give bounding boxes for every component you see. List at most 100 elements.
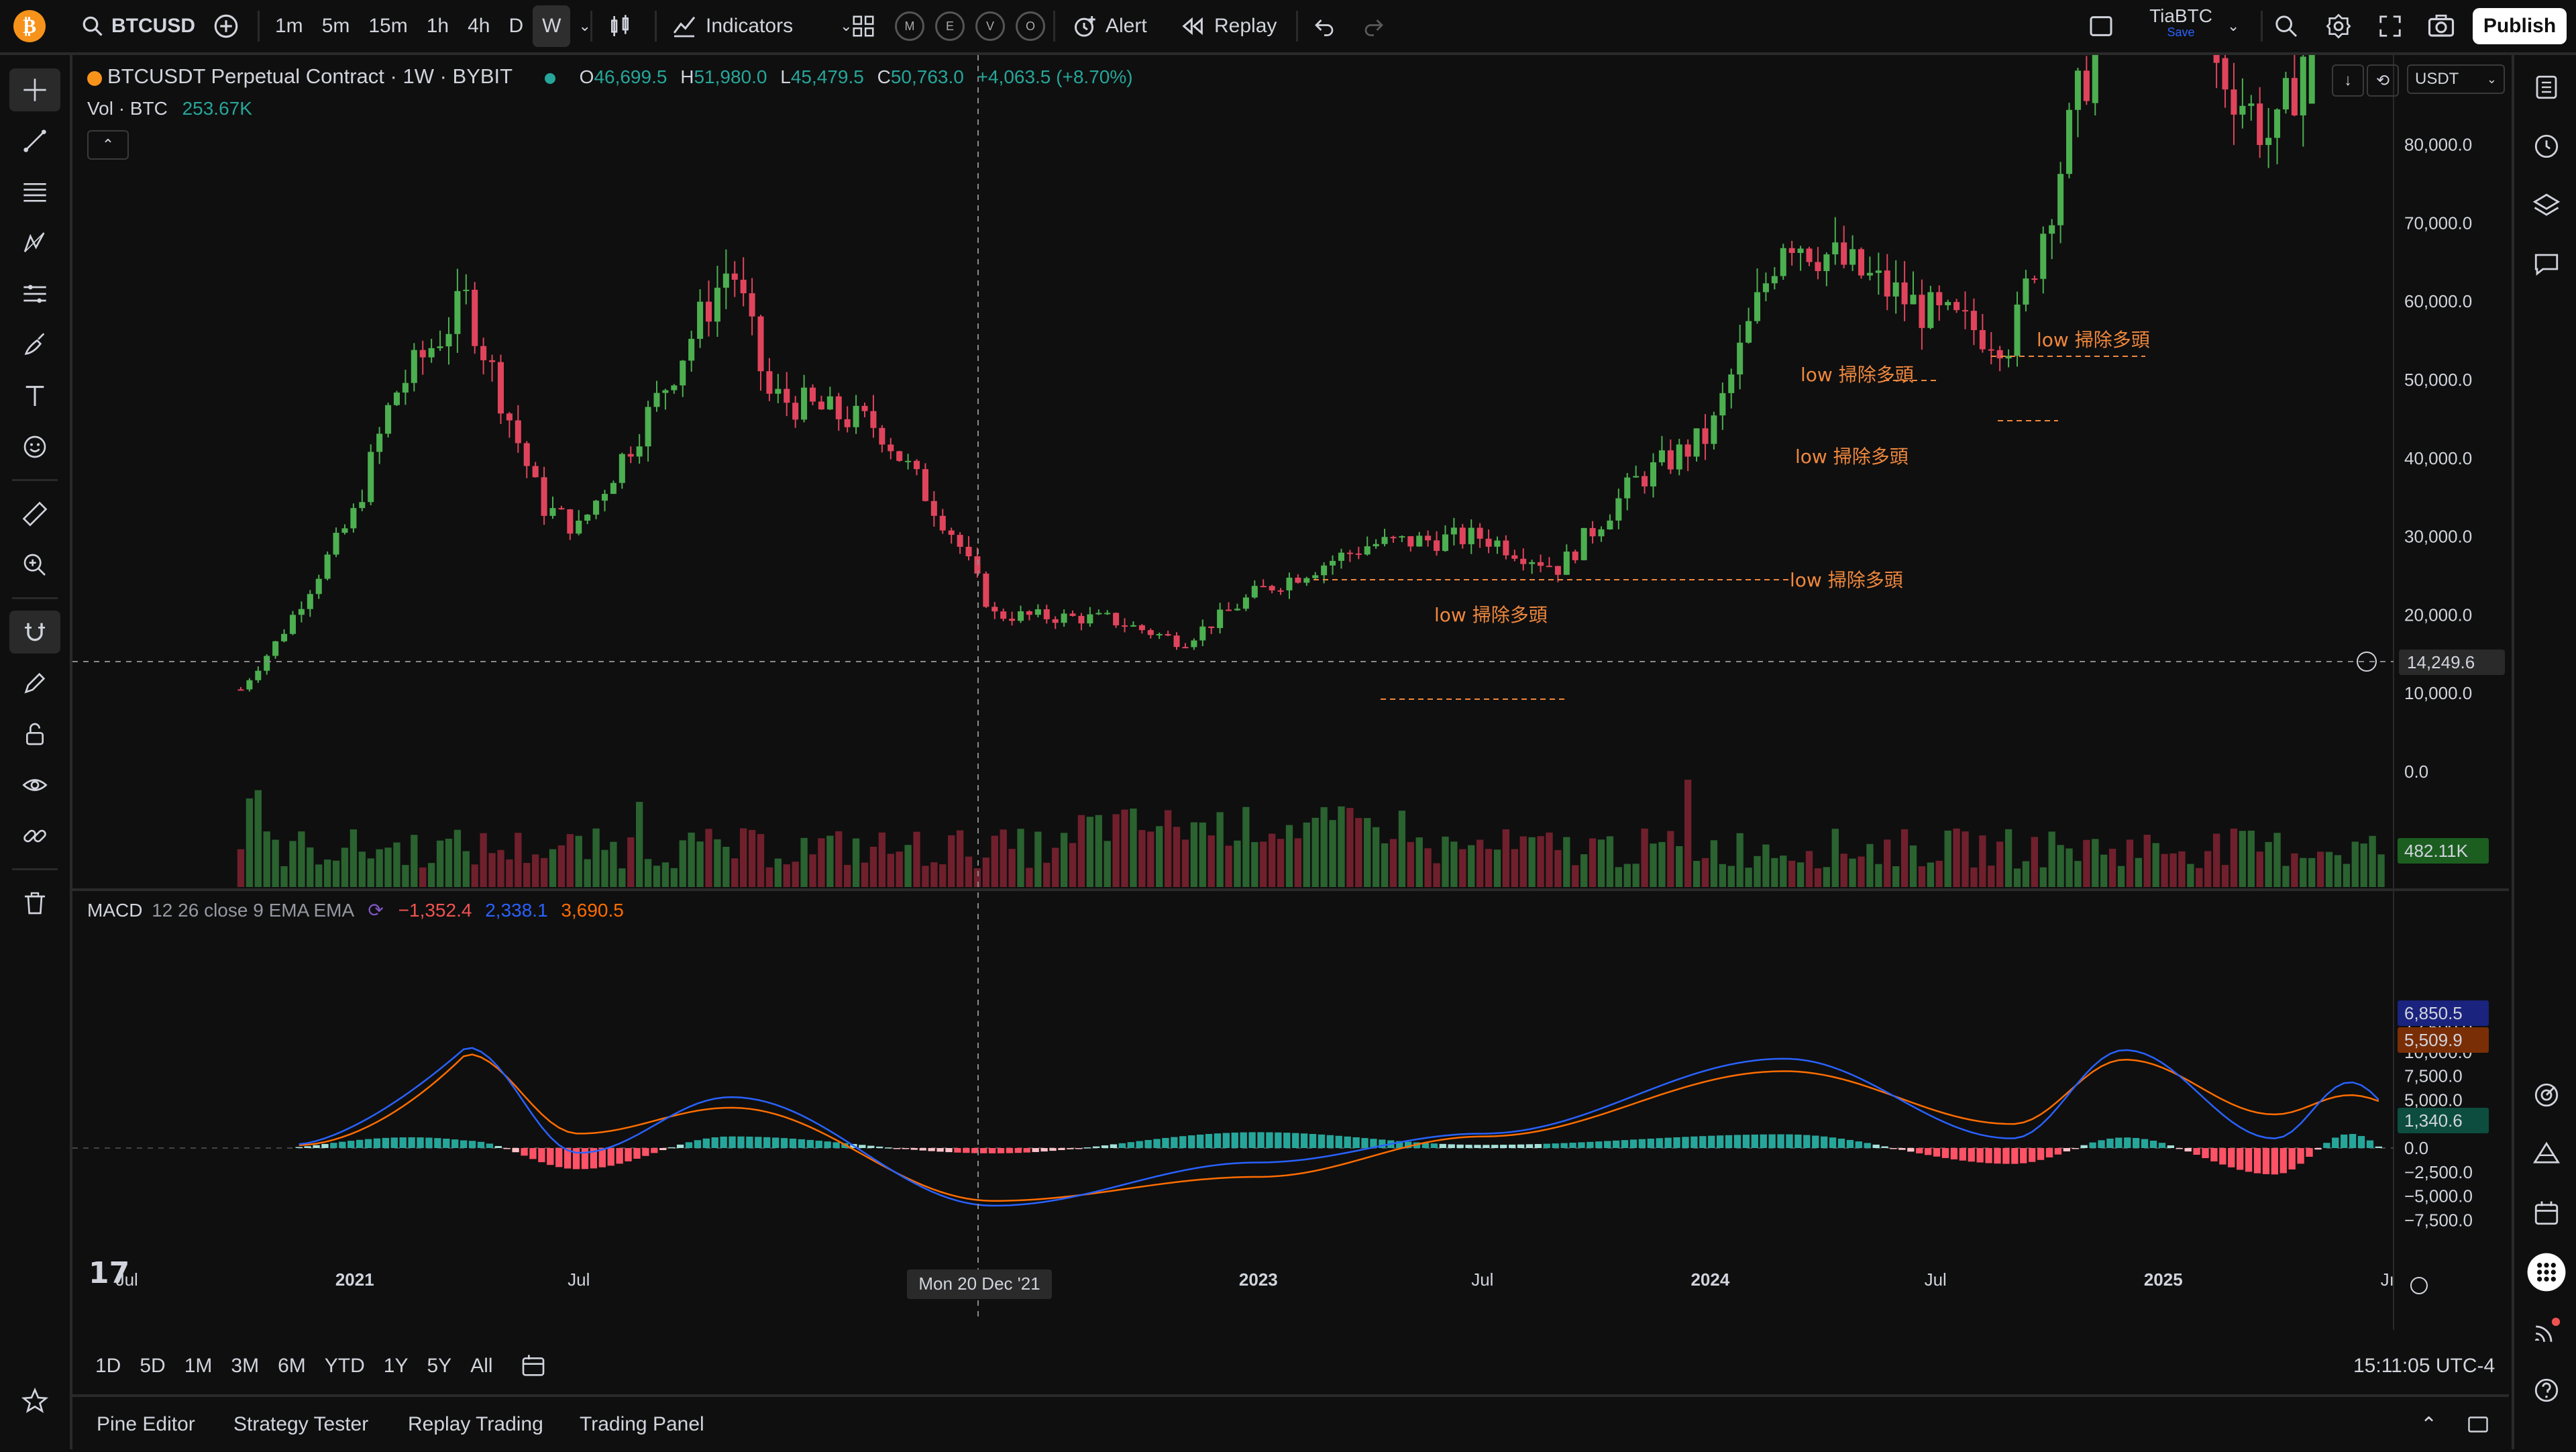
trendline-tool[interactable] xyxy=(9,119,60,162)
chats-button[interactable] xyxy=(2524,242,2569,287)
watchlist-button[interactable] xyxy=(2524,64,2569,110)
candle-body xyxy=(385,405,392,434)
chevron-down-icon[interactable]: ⌄ xyxy=(578,17,591,34)
candle-body xyxy=(1442,534,1448,552)
undo-button[interactable] xyxy=(1312,0,1336,52)
tab-replay-trading[interactable]: Replay Trading xyxy=(408,1413,543,1435)
tab-pine-editor[interactable]: Pine Editor xyxy=(97,1413,195,1435)
tab-strategy-tester[interactable]: Strategy Tester xyxy=(233,1413,369,1435)
letter-button-o[interactable]: O xyxy=(1016,11,1045,41)
chevron-down-icon[interactable]: ⌄ xyxy=(2227,17,2240,34)
candle-body xyxy=(368,452,374,503)
volume-bar xyxy=(1034,831,1042,887)
layout-toggle-button[interactable] xyxy=(2088,0,2114,52)
link-tool[interactable] xyxy=(9,815,60,858)
brush-tool[interactable] xyxy=(9,323,60,366)
arrow-down-icon[interactable]: ↓ xyxy=(2332,64,2364,97)
link-icon xyxy=(23,829,46,843)
range-1y[interactable]: 1Y xyxy=(383,1355,409,1377)
snapshot-button[interactable] xyxy=(2427,0,2455,52)
range-1d[interactable]: 1D xyxy=(95,1355,121,1377)
chart-canvas[interactable]: 80,000.0 70,000.0 60,000.0 50,000.0 40,000.0… xyxy=(72,55,2509,1330)
chart-pane[interactable]: 80,000.0 70,000.0 60,000.0 50,000.0 40,000.0… xyxy=(72,55,2509,1330)
legend-title[interactable]: BTCUSDT Perpetual Contract · 1W · BYBIT xyxy=(107,64,513,88)
macd-label[interactable]: MACD xyxy=(87,900,143,921)
range-ytd[interactable]: YTD xyxy=(324,1355,365,1377)
currency-selector[interactable]: USDT ⌄ xyxy=(2407,64,2505,94)
text-tool[interactable] xyxy=(9,374,60,417)
range-all[interactable]: All xyxy=(470,1355,493,1377)
volume-label[interactable]: Vol · BTC xyxy=(87,98,168,119)
timeframe-4h[interactable]: 4h xyxy=(468,15,490,37)
settings-button[interactable] xyxy=(2325,0,2352,52)
maximize-panel-button[interactable] xyxy=(2466,1397,2490,1452)
range-5d[interactable]: 5D xyxy=(140,1355,166,1377)
account-menu[interactable]: TiaBTC Save xyxy=(2144,5,2218,47)
layouts-button[interactable] xyxy=(851,0,876,52)
range-6m[interactable]: 6M xyxy=(278,1355,306,1377)
stay-drawing-tool[interactable] xyxy=(9,662,60,705)
logo-icon[interactable]: ₿ xyxy=(12,0,47,52)
zoom-tool[interactable] xyxy=(9,543,60,586)
letter-button-v[interactable]: V xyxy=(975,11,1005,41)
target-button[interactable] xyxy=(2524,1072,2569,1118)
range-5y[interactable]: 5Y xyxy=(427,1355,452,1377)
refresh-icon[interactable]: ⟳ xyxy=(368,900,384,921)
chart-type-button[interactable] xyxy=(606,0,633,52)
hide-drawings-tool[interactable] xyxy=(9,764,60,807)
tradingview-logo-icon[interactable]: 𝟭𝟳 xyxy=(89,1256,130,1290)
timeframe-15m[interactable]: 15m xyxy=(368,15,408,37)
timezone-clock[interactable]: 15:11:05 UTC-4 xyxy=(2353,1355,2496,1377)
measure-tool[interactable] xyxy=(9,492,60,535)
macd-histogram-bar xyxy=(1092,1146,1100,1148)
timeframe-w[interactable]: W xyxy=(533,5,571,47)
magnet-tool[interactable] xyxy=(9,611,60,654)
object-tree-button[interactable] xyxy=(2524,183,2569,228)
collapse-legend-button[interactable]: ⌃ xyxy=(87,130,129,160)
redo-button[interactable] xyxy=(1362,0,1386,52)
timeframe-d[interactable]: D xyxy=(508,15,524,37)
chevron-down-icon[interactable]: ⌄ xyxy=(840,17,853,34)
volume-bar xyxy=(1493,849,1501,887)
letter-button-e[interactable]: E xyxy=(935,11,965,41)
candle-body xyxy=(549,508,556,516)
help-button[interactable] xyxy=(2524,1367,2569,1413)
indicators-button[interactable]: Indicators ⌄ xyxy=(671,0,853,52)
replay-button[interactable]: Replay xyxy=(1179,0,1277,52)
compare-add-button[interactable] xyxy=(212,0,240,52)
macd-histogram-bar xyxy=(2011,1148,2019,1164)
notifications-button[interactable] xyxy=(2524,1308,2569,1354)
quick-search-button[interactable] xyxy=(2273,0,2300,52)
collapse-panel-button[interactable]: ⌃ xyxy=(2420,1397,2437,1452)
macd-histogram-bar xyxy=(1534,1143,1542,1148)
volume-bar xyxy=(2247,830,2255,887)
letter-button-m[interactable]: M xyxy=(895,11,924,41)
macd-histogram-bar xyxy=(1231,1132,1238,1148)
timeframe-5m[interactable]: 5m xyxy=(321,15,350,37)
goto-date-icon[interactable] xyxy=(520,1353,547,1380)
favorites-tool[interactable] xyxy=(9,1380,60,1422)
publish-button[interactable]: Publish xyxy=(2473,8,2567,44)
alert-button[interactable]: Alert xyxy=(1071,0,1147,52)
fib-tool[interactable] xyxy=(9,170,60,213)
crosshair-tool[interactable] xyxy=(9,68,60,111)
lock-drawings-tool[interactable] xyxy=(9,713,60,756)
alerts-panel-button[interactable] xyxy=(2524,123,2569,169)
timeframe-1m[interactable]: 1m xyxy=(275,15,303,37)
macd-histogram-bar xyxy=(1465,1145,1472,1148)
emoji-tool[interactable] xyxy=(9,425,60,468)
volume-bar xyxy=(1866,843,1874,887)
ideas-button[interactable] xyxy=(2524,1131,2569,1177)
range-3m[interactable]: 3M xyxy=(231,1355,260,1377)
calendar-button[interactable] xyxy=(2524,1190,2569,1236)
sync-icon[interactable]: ⟲ xyxy=(2367,64,2399,97)
timeframe-1h[interactable]: 1h xyxy=(426,15,449,37)
remove-drawings-tool[interactable] xyxy=(9,882,60,925)
apps-button[interactable] xyxy=(2524,1249,2569,1295)
fullscreen-button[interactable] xyxy=(2377,0,2403,52)
tab-trading-panel[interactable]: Trading Panel xyxy=(580,1413,704,1435)
symbol-search[interactable]: BTCUSD xyxy=(80,0,195,52)
forecast-tool[interactable] xyxy=(9,272,60,315)
range-1m[interactable]: 1M xyxy=(184,1355,213,1377)
pattern-tool[interactable] xyxy=(9,221,60,264)
